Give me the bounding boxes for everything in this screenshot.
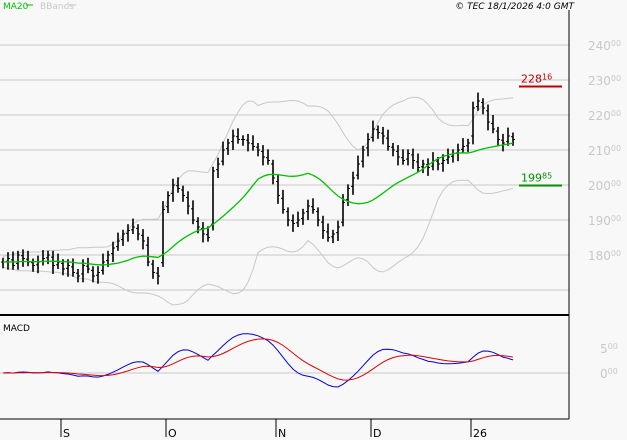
macd-line xyxy=(2,333,514,388)
chart-frame xyxy=(0,10,570,437)
resistance-label: 22816 xyxy=(521,72,552,85)
axis-labels: 24000 23000 22000 21000 20000 19000 18000 500 00… xyxy=(63,39,621,440)
bband-lower xyxy=(2,179,514,306)
price-grid xyxy=(0,44,569,291)
bollinger-bands xyxy=(2,96,514,306)
ma20-line xyxy=(2,142,514,266)
y-tick-label: 24000 xyxy=(588,39,621,53)
y-tick-label: 20000 xyxy=(588,179,621,193)
x-tick-label: D xyxy=(373,427,381,440)
y-tick-label: 21000 xyxy=(588,144,621,158)
x-tick-label: 26 xyxy=(473,427,487,440)
ma20-path xyxy=(2,142,514,266)
support-label: 19985 xyxy=(521,172,552,185)
y-tick-label: 22000 xyxy=(588,109,621,123)
legend-bbands: BBands xyxy=(40,2,74,12)
macd-lines xyxy=(0,333,569,388)
price-bars xyxy=(1,92,515,285)
legend-ma20: MA20 xyxy=(3,2,29,12)
x-tick-label: S xyxy=(63,427,70,440)
price-levels: 22816 19985 xyxy=(519,72,562,187)
signal-line xyxy=(2,338,514,381)
y-tick-label: 23000 xyxy=(588,74,621,88)
macd-tick-label: 500 xyxy=(600,342,618,356)
x-tick-label: N xyxy=(278,427,286,440)
bband-upper xyxy=(2,96,514,258)
x-tick-label: O xyxy=(168,427,177,440)
y-tick-label: 18000 xyxy=(588,249,621,263)
copyright: © TEC 18/1/2026 4:0 GMT xyxy=(455,2,575,12)
y-tick-label: 19000 xyxy=(588,214,621,228)
macd-tick-label: 000 xyxy=(600,367,618,381)
macd-title: MACD xyxy=(3,324,30,334)
